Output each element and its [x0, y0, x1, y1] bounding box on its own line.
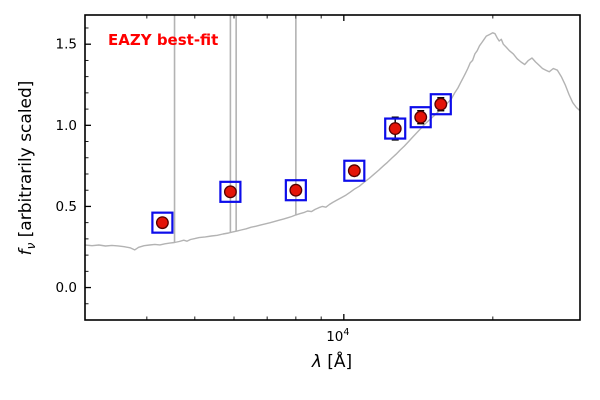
filter-square-marker	[151, 211, 174, 234]
photometry-point	[429, 93, 452, 116]
x-axis-label-symbol: λ	[311, 352, 322, 372]
filter-square-marker	[343, 159, 366, 182]
filter-square-marker	[284, 179, 307, 202]
model-spectrum-line	[85, 32, 580, 251]
y-axis-label-symbol: f	[15, 249, 36, 256]
y-tick-label: 1.0	[56, 118, 77, 134]
y-axis-label-subscript: ν	[24, 242, 39, 250]
filter-square-marker	[384, 117, 407, 140]
plot-area	[85, 15, 580, 251]
y-tick-label: 0.0	[56, 280, 77, 296]
flux-circle-marker	[388, 122, 402, 136]
photometry-point	[151, 211, 174, 234]
photometry-point	[409, 106, 432, 129]
photometry-point	[284, 179, 307, 202]
flux-circle-marker	[155, 216, 169, 230]
y-tick-label: 1.5	[56, 37, 77, 53]
filter-square-marker	[429, 93, 452, 116]
x-axis-label: λ [Å]	[312, 352, 352, 372]
y-tick-label: 0.5	[56, 199, 77, 215]
flux-circle-marker	[289, 183, 303, 197]
flux-circle-marker	[347, 164, 361, 178]
y-axis-label: fν [arbitrarily scaled]	[16, 81, 38, 256]
filter-square-marker	[409, 106, 432, 129]
photometry-point	[219, 180, 242, 203]
filter-square-marker	[219, 180, 242, 203]
x-tick-label: 104	[326, 327, 349, 345]
x-axis-label-rest: [Å]	[321, 352, 353, 372]
flux-circle-marker	[434, 97, 448, 111]
photometry-point	[384, 116, 407, 141]
flux-circle-marker	[223, 185, 237, 199]
photometry-point	[343, 159, 366, 182]
y-axis-label-rest: [arbitrarily scaled]	[15, 80, 36, 243]
axes-frame	[84, 14, 581, 321]
flux-circle-marker	[414, 110, 428, 124]
plot-annotation-eazy-best-fit: EAZY best-fit	[108, 31, 219, 49]
